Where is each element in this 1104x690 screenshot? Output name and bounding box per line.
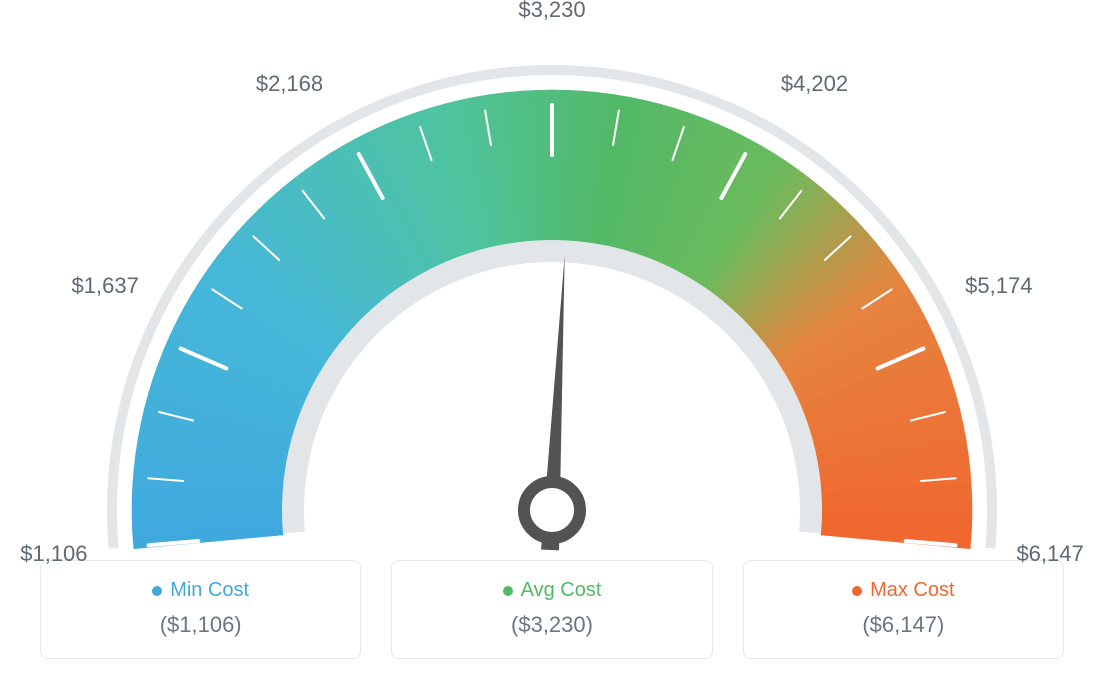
gauge-chart: $1,106$1,637$2,168$3,230$4,202$5,174$6,1… (0, 0, 1104, 560)
legend-card-avg: Avg Cost ($3,230) (391, 560, 712, 659)
legend-card-min: Min Cost ($1,106) (40, 560, 361, 659)
legend-dot-icon (852, 586, 862, 596)
legend-value: ($1,106) (51, 612, 350, 638)
legend-dot-icon (152, 586, 162, 596)
gauge-tick-label: $1,106 (20, 541, 87, 567)
legend-value: ($6,147) (754, 612, 1053, 638)
gauge-tick-label: $5,174 (965, 273, 1032, 299)
gauge-tick-label: $6,147 (1016, 541, 1083, 567)
legend-dot-icon (503, 586, 513, 596)
legend-value: ($3,230) (402, 612, 701, 638)
gauge-tick-label: $1,637 (72, 273, 139, 299)
gauge-needle-hub (524, 482, 580, 538)
gauge-svg (0, 0, 1104, 560)
legend-row: Min Cost ($1,106) Avg Cost ($3,230) Max Cost… (0, 560, 1104, 689)
legend-label: Avg Cost (402, 579, 701, 602)
legend-label-text: Avg Cost (521, 579, 602, 602)
legend-label-text: Max Cost (870, 579, 954, 602)
gauge-tick-label: $4,202 (781, 71, 848, 97)
gauge-tick-label: $2,168 (256, 71, 323, 97)
legend-card-max: Max Cost ($6,147) (743, 560, 1064, 659)
legend-label-text: Min Cost (170, 579, 249, 602)
legend-label: Max Cost (754, 579, 1053, 602)
legend-label: Min Cost (51, 579, 350, 602)
gauge-tick-label: $3,230 (518, 0, 585, 23)
